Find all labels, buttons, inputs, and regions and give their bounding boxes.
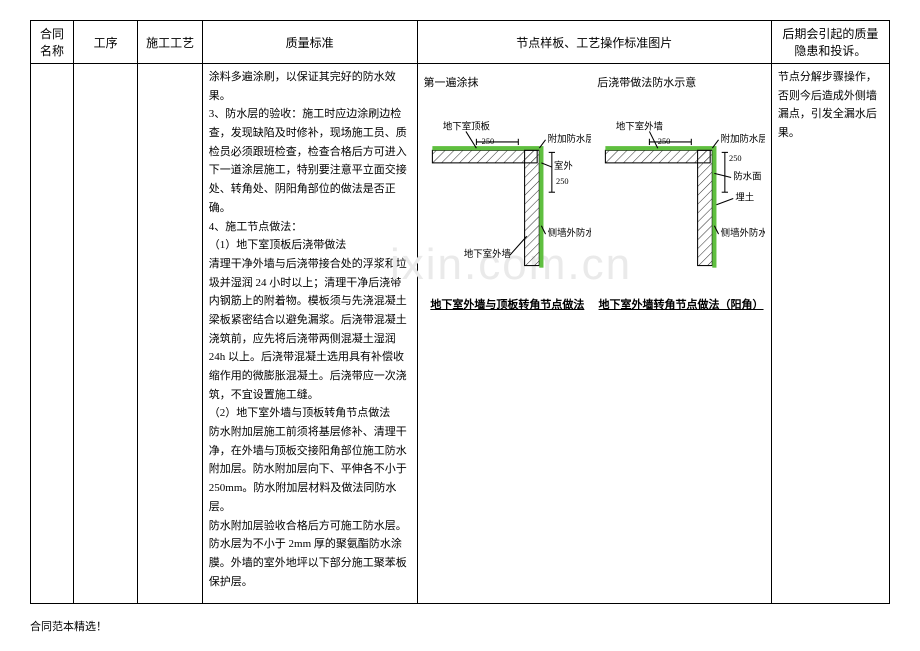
header-col6: 后期会引起的质量隐患和投诉。: [771, 21, 889, 64]
header-col1: 合同名称: [31, 21, 74, 64]
cell-col4: 涂料多遍涂刷，以保证其完好的防水效果。 3、防水层的验收：施工时应边涂刷边检查，…: [202, 64, 417, 604]
left-diagram: 地下室顶板 250 附加防水层 室外: [424, 100, 592, 312]
label-dxswaiqiang-r: 地下室外墙: [616, 120, 664, 132]
cell-col3: [138, 64, 202, 604]
cell-col2: [73, 64, 137, 604]
left-diagram-caption: 地下室外墙与顶板转角节点做法: [424, 296, 592, 312]
risk-text: 节点分解步骤操作，否则今后造成外侧墙漏点，引发全漏水后果。: [778, 68, 883, 143]
label-dxswaiqiang-l: 地下室外墙: [463, 248, 511, 260]
label-fujia-r: 附加防水层: [721, 133, 765, 145]
label-shiwai-l: 室外: [553, 160, 572, 172]
main-table: 合同名称 工序 施工工艺 质量标准 节点样板、工艺操作标准图片 后期会引起的质量…: [30, 20, 890, 604]
label-dim250-l2: 250: [556, 177, 569, 186]
header-col3: 施工工艺: [138, 21, 202, 64]
cell-col1: [31, 64, 74, 604]
right-diagram: 地下室外墙 250 附加防水层 250 防水面: [597, 100, 765, 312]
cell-col6: 节点分解步骤操作，否则今后造成外侧墙漏点，引发全漏水后果。: [771, 64, 889, 604]
header-row: 合同名称 工序 施工工艺 质量标准 节点样板、工艺操作标准图片 后期会引起的质量…: [31, 21, 890, 64]
diagram-titles-row: 第一遍涂抹 后浇带做法防水示意: [424, 74, 765, 94]
cell-col5: 第一遍涂抹 后浇带做法防水示意: [417, 64, 771, 604]
label-huotu-r: 埋土: [736, 192, 755, 204]
label-fangshuimian-r: 防水面: [733, 171, 761, 183]
right-diagram-svg: 地下室外墙 250 附加防水层 250 防水面: [597, 100, 765, 289]
quality-standard-text: 涂料多遍涂刷，以保证其完好的防水效果。 3、防水层的验收：施工时应边涂刷边检查，…: [209, 68, 411, 591]
label-fujia-l: 附加防水层: [547, 133, 591, 145]
header-col5: 节点样板、工艺操作标准图片: [417, 21, 771, 64]
label-dim250-r2: 250: [729, 154, 742, 163]
right-diagram-title: 后浇带做法防水示意: [597, 74, 765, 90]
table-container: 合同名称 工序 施工工艺 质量标准 节点样板、工艺操作标准图片 后期会引起的质量…: [0, 0, 920, 614]
diagrams-row: 地下室顶板 250 附加防水层 室外: [424, 100, 765, 312]
label-ceqiang-r: 侧墙外防水: [721, 227, 765, 239]
right-diagram-caption: 地下室外墙转角节点做法（阳角）: [597, 296, 765, 312]
header-col4: 质量标准: [202, 21, 417, 64]
label-ceqiang-l: 侧墙外防水: [547, 227, 591, 239]
label-dxsding: 地下室顶板: [442, 120, 490, 132]
left-diagram-title: 第一遍涂抹: [424, 74, 592, 90]
footer-text: 合同范本精选！: [0, 614, 920, 634]
header-col2: 工序: [73, 21, 137, 64]
content-row: 涂料多遍涂刷，以保证其完好的防水效果。 3、防水层的验收：施工时应边涂刷边检查，…: [31, 64, 890, 604]
left-diagram-svg: 地下室顶板 250 附加防水层 室外: [424, 100, 592, 289]
